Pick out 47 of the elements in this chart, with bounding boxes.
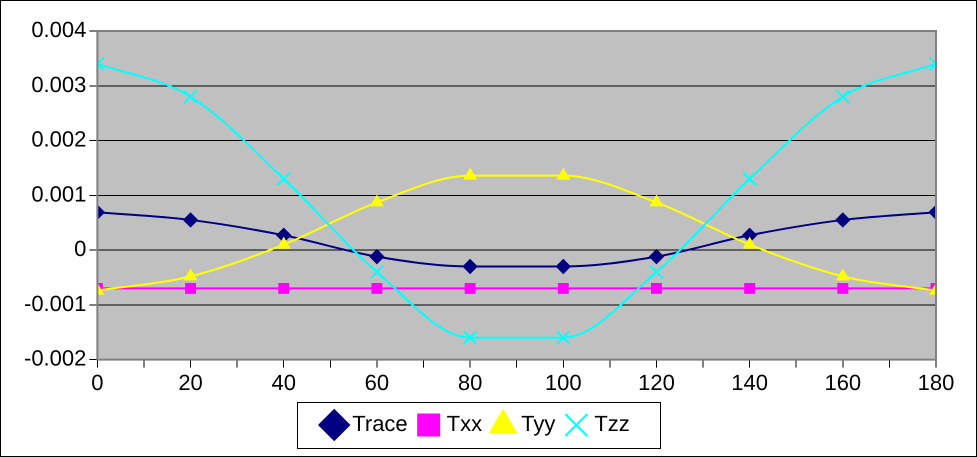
point	[464, 168, 477, 180]
x-tick-label: 60	[364, 370, 390, 395]
point	[648, 249, 664, 264]
point	[558, 282, 569, 294]
point	[278, 282, 290, 294]
point	[835, 89, 850, 104]
x-tick-label: 20	[178, 370, 203, 395]
y-tick-label: -0.001	[24, 290, 86, 316]
point	[371, 282, 382, 294]
point	[277, 237, 290, 249]
x-tick-label: 100	[544, 370, 582, 395]
point	[742, 172, 758, 186]
point	[556, 330, 571, 346]
point	[556, 258, 571, 274]
point	[651, 282, 662, 294]
point	[837, 282, 848, 294]
legend-label: Tyy	[521, 411, 556, 436]
x-tick-label: 40	[272, 370, 296, 395]
x-tick-label: 0	[91, 370, 104, 395]
point	[743, 237, 756, 249]
x-tick-label: 80	[458, 370, 482, 395]
x-tick-label: 120	[638, 370, 675, 395]
y-tick-label: -0.002	[24, 346, 86, 371]
point	[276, 172, 292, 186]
legend-label: Txx	[446, 411, 482, 436]
point	[464, 282, 476, 294]
point	[462, 258, 478, 274]
y-tick-label: 0	[74, 236, 86, 262]
legend-label: Trace	[352, 411, 408, 436]
point	[835, 212, 850, 228]
legend-label: Tzz	[594, 411, 630, 436]
point	[556, 168, 570, 180]
x-tick-label: 140	[731, 370, 768, 395]
point	[649, 264, 664, 280]
point	[183, 212, 198, 228]
point	[183, 89, 198, 104]
point	[369, 249, 384, 264]
y-tick-label: 0.004	[31, 17, 86, 42]
point	[370, 264, 384, 280]
point	[185, 282, 196, 294]
x-tick-label: 160	[824, 370, 862, 395]
y-tick-label: 0.003	[31, 72, 86, 97]
y-tick-label: 0.002	[31, 126, 86, 152]
y-tick-label: 0.001	[31, 181, 86, 206]
point	[462, 330, 478, 346]
point	[744, 282, 756, 294]
x-tick-label: 180	[918, 370, 954, 395]
